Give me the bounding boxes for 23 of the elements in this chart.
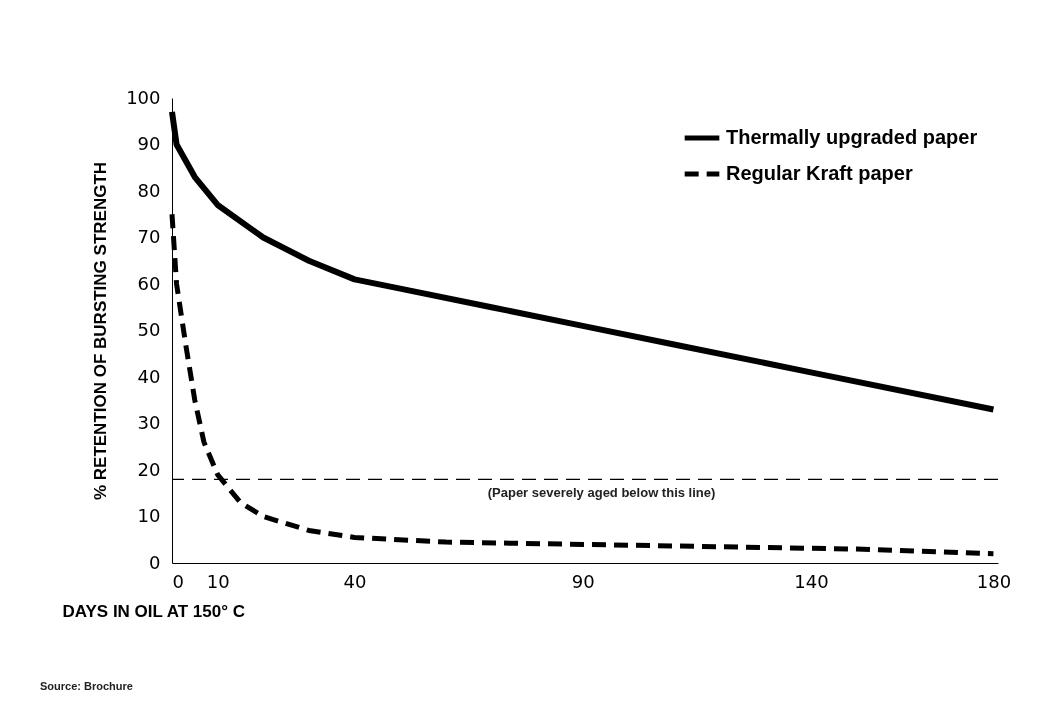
y-axis-title: % RETENTION OF BURSTING STRENGTH [91,161,111,501]
legend-label: Regular Kraft paper [726,162,913,184]
y-tick-label: 80 [137,179,161,201]
x-tick-label: 0 [172,570,184,592]
x-tick-label: 90 [571,570,595,592]
y-tick-label: 50 [137,319,161,340]
y-tick-label: 70 [137,226,161,247]
legend-label: Thermally upgraded paper [726,126,978,148]
x-tick-label: 40 [343,570,367,592]
y-tick-label: 0 [149,551,161,573]
y-tick-label: 40 [137,365,161,387]
y-tick-label: 30 [137,412,161,433]
y-tick-label: 10 [137,505,161,526]
y-tick-label: 60 [137,272,161,294]
x-tick-label: 180 [976,570,1012,592]
y-tick-label: 90 [137,133,161,154]
y-tick-label: 20 [137,458,161,480]
x-tick-label: 10 [206,570,230,592]
ref-line-label: (Paper severely aged below this line) [487,485,716,501]
x-tick-label: 140 [794,570,829,592]
source-note: Source: Brochure [40,680,133,692]
y-tick-label: 100 [126,86,161,108]
x-axis-title: DAYS IN OIL AT 150° C [62,601,246,621]
